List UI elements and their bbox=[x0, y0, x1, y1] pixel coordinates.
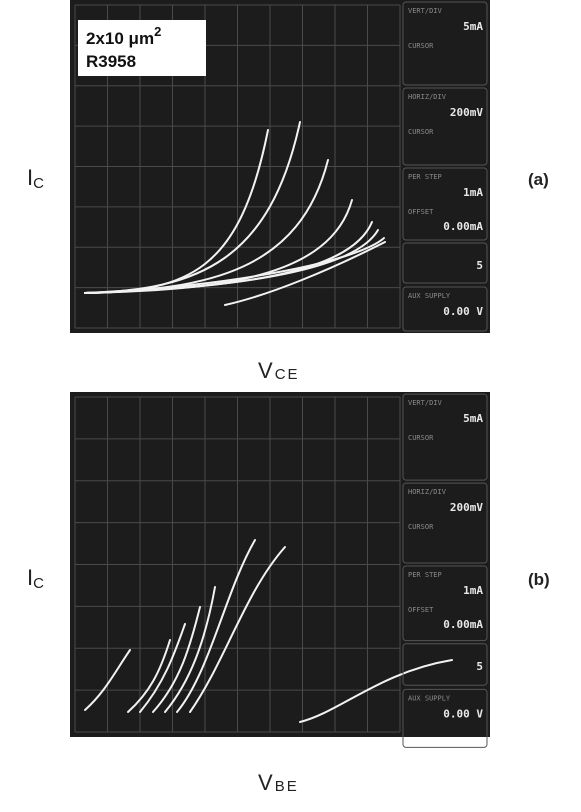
y-axis-label: IC bbox=[27, 165, 44, 192]
panel-label: (b) bbox=[528, 570, 550, 589]
readout-box bbox=[402, 1, 488, 86]
readout-box bbox=[402, 643, 488, 686]
readout-extra: CURSOR bbox=[408, 42, 434, 50]
readout-title: VERT/DIV bbox=[408, 7, 443, 15]
trace bbox=[189, 546, 286, 713]
inset-text: R3958 bbox=[86, 52, 136, 71]
readout-value: 5mA bbox=[463, 412, 483, 425]
readout-value: 0.00 V bbox=[443, 707, 483, 720]
label-main: V bbox=[258, 358, 275, 383]
readout-box bbox=[402, 286, 488, 332]
trace bbox=[84, 237, 385, 294]
trace bbox=[139, 623, 186, 713]
label-main: V bbox=[258, 770, 275, 795]
readout-title: HORIZ/DIV bbox=[408, 488, 447, 496]
readout-value: 5 bbox=[476, 259, 483, 272]
readout-value: 0.00mA bbox=[443, 618, 483, 631]
readout-value: 200mV bbox=[450, 501, 483, 514]
readout-box bbox=[402, 688, 488, 748]
readout-title: HORIZ/DIV bbox=[408, 93, 447, 101]
readout-extra: CURSOR bbox=[408, 128, 434, 136]
inset-box bbox=[78, 20, 206, 76]
readout-title: PER STEP bbox=[408, 173, 442, 181]
readout-box bbox=[402, 87, 488, 166]
trace bbox=[127, 639, 171, 713]
panel-label: (a) bbox=[528, 170, 549, 189]
readout-box bbox=[402, 167, 488, 241]
label-main: I bbox=[27, 165, 33, 190]
readout-extra: CURSOR bbox=[408, 523, 434, 531]
readout-title: AUX SUPPLY bbox=[408, 694, 451, 702]
readout-value: 1mA bbox=[463, 186, 483, 199]
readout-extra: OFFSET bbox=[408, 208, 434, 216]
inset-text: 2x10 μm2 bbox=[86, 24, 161, 48]
x-axis-label: VBE bbox=[258, 770, 299, 795]
inset-line: 2x10 μm bbox=[86, 29, 154, 48]
readout-value: 5mA bbox=[463, 20, 483, 33]
x-axis-label: VCE bbox=[258, 358, 300, 383]
label-sub: BE bbox=[275, 778, 299, 795]
label-sub: C bbox=[33, 175, 44, 192]
readout-title: VERT/DIV bbox=[408, 399, 443, 407]
trace bbox=[152, 606, 201, 713]
readout-value: 5 bbox=[476, 660, 483, 673]
readout-value: 200mV bbox=[450, 106, 483, 119]
inset-sup: 2 bbox=[154, 24, 161, 39]
readout-title: PER STEP bbox=[408, 571, 442, 579]
readout-box bbox=[402, 482, 488, 564]
label-sub: C bbox=[33, 575, 44, 592]
trace bbox=[176, 539, 256, 713]
readout-title: AUX SUPPLY bbox=[408, 292, 451, 300]
y-axis-label: IC bbox=[27, 565, 44, 592]
readout-value: 0.00mA bbox=[443, 220, 483, 233]
readout-box bbox=[402, 242, 488, 284]
label-sub: CE bbox=[275, 366, 300, 383]
readout-box bbox=[402, 393, 488, 481]
trace bbox=[84, 649, 131, 711]
trace bbox=[299, 659, 453, 723]
readout-value: 1mA bbox=[463, 584, 483, 597]
readout-box bbox=[402, 565, 488, 642]
readout-value: 0.00 V bbox=[443, 305, 483, 318]
readout-extra: CURSOR bbox=[408, 434, 434, 442]
readout-extra: OFFSET bbox=[408, 606, 434, 614]
trace bbox=[224, 241, 386, 306]
label-main: I bbox=[27, 565, 33, 590]
trace bbox=[164, 586, 216, 713]
